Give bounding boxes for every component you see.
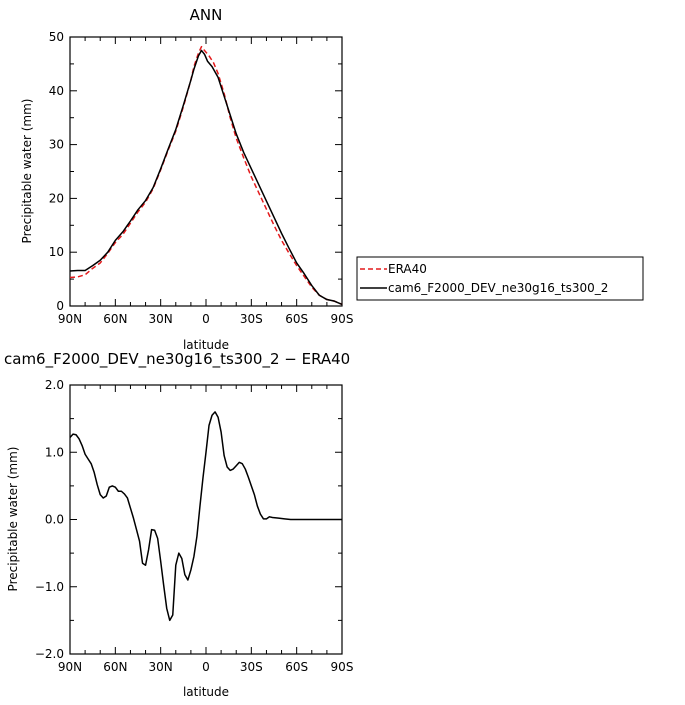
- legend-label-cam6: cam6_F2000_DEV_ne30g16_ts300_2: [388, 281, 608, 295]
- bottom-y-axis-label: Precipitable water (mm): [6, 447, 20, 592]
- bottom-axis-ticks: 90N 60N 30N 0 30S 60S 90S −2.0 −1.0 0.0 1.0 2.0: [35, 378, 354, 674]
- top-series-group: [69, 45, 343, 306]
- bottom-y-tick-label: 0.0: [45, 513, 64, 527]
- top-axis-ticks: 90N 60N 30N 0 30S 60S 90S 0 10 20 30 40 50: [49, 30, 354, 326]
- top-x-tick-label: 90N: [58, 312, 82, 326]
- top-y-tick-label: 0: [56, 299, 64, 313]
- bottom-y-tick-label: 2.0: [45, 378, 64, 392]
- top-y-tick-label: 10: [49, 245, 64, 259]
- top-y-tick-label: 50: [49, 30, 64, 44]
- legend-label-era40: ERA40: [388, 262, 427, 276]
- bottom-x-tick-label: 60N: [103, 660, 127, 674]
- bottom-y-tick-label: −2.0: [35, 647, 64, 661]
- top-series-line-0: [69, 45, 343, 306]
- bottom-series-line-0: [69, 411, 342, 622]
- top-chart: ANN 90N 60N 30N 0 30S 60S 90S 0 10 20 30 40 50 latit…: [20, 6, 353, 352]
- legend: ERA40 cam6_F2000_DEV_ne30g16_ts300_2: [356, 256, 644, 301]
- top-y-axis-label: Precipitable water (mm): [20, 99, 34, 244]
- top-x-axis-label: latitude: [183, 338, 229, 352]
- bottom-x-tick-label: 0: [202, 660, 210, 674]
- bottom-x-axis-label: latitude: [183, 685, 229, 699]
- top-x-tick-label: 30S: [240, 312, 263, 326]
- bottom-x-tick-label: 60S: [285, 660, 308, 674]
- top-y-tick-label: 30: [49, 138, 64, 152]
- bottom-series-group: [69, 411, 342, 622]
- bottom-chart: cam6_F2000_DEV_ne30g16_ts300_2 − ERA40 9…: [4, 350, 353, 699]
- top-x-tick-label: 90S: [331, 312, 354, 326]
- bottom-chart-title: cam6_F2000_DEV_ne30g16_ts300_2 − ERA40: [4, 350, 350, 369]
- bottom-x-tick-label: 30S: [240, 660, 263, 674]
- top-y-tick-label: 40: [49, 84, 64, 98]
- top-y-tick-label: 20: [49, 191, 64, 205]
- top-chart-title: ANN: [190, 6, 223, 24]
- bottom-x-tick-label: 90N: [58, 660, 82, 674]
- top-x-tick-label: 0: [202, 312, 210, 326]
- top-plot-frame: [69, 36, 343, 307]
- bottom-y-tick-label: 1.0: [45, 445, 64, 459]
- top-x-tick-label: 30N: [149, 312, 173, 326]
- top-series-line-1: [69, 49, 343, 306]
- top-x-tick-label: 60S: [285, 312, 308, 326]
- bottom-x-tick-label: 30N: [149, 660, 173, 674]
- top-x-tick-label: 60N: [103, 312, 127, 326]
- bottom-y-tick-label: −1.0: [35, 580, 64, 594]
- bottom-x-tick-label: 90S: [331, 660, 354, 674]
- legend-box: [356, 256, 644, 301]
